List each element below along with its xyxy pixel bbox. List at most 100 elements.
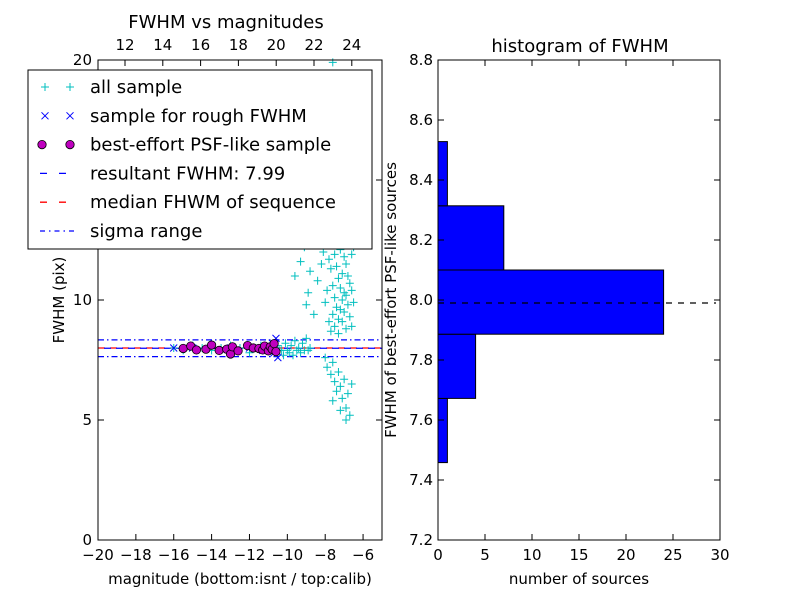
all-sample-point xyxy=(326,370,335,379)
psf-like-point xyxy=(207,340,217,350)
all-sample-point xyxy=(328,310,337,319)
all-sample-point xyxy=(342,404,351,412)
scatter-x-tick-label: −8 xyxy=(314,546,336,564)
all-sample-point xyxy=(342,291,351,300)
scatter-top-tick-label: 24 xyxy=(342,36,361,54)
all-sample-point xyxy=(338,317,347,326)
histogram-y-tick-label: 7.2 xyxy=(409,531,433,549)
scatter-y-tick-label: 10 xyxy=(73,291,92,309)
psf-like-point xyxy=(214,345,224,355)
histogram-ticks: 0 5 10 15 20 25 30 7.2 7.4 7.6 7.8 8.0 8.2 8.4 8.6 8.8 xyxy=(409,51,729,564)
all-sample-point xyxy=(343,389,352,398)
histogram-panel: 0 5 10 15 20 25 307.27.47.67.88.08.28.48.68.8 … xyxy=(382,36,730,588)
all-sample-point xyxy=(298,339,307,348)
all-sample-point xyxy=(304,288,313,297)
legend-label: sample for rough FWHM xyxy=(90,106,307,127)
scatter-top-tick-label: 20 xyxy=(267,36,286,54)
all-sample-point xyxy=(326,264,335,273)
all-sample-point xyxy=(349,298,358,307)
histogram-x-tick-label: 25 xyxy=(663,546,682,564)
histogram-x-label: number of sources xyxy=(509,570,649,588)
all-sample-point xyxy=(336,406,345,415)
histogram-y-tick-label: 7.6 xyxy=(409,411,433,429)
histogram-x-tick-label: 0 xyxy=(433,546,443,564)
all-sample-point xyxy=(340,252,349,261)
legend-label: median FHWM of sequence xyxy=(90,192,336,213)
all-sample-point xyxy=(321,298,330,307)
scatter-x-tick-label: −20 xyxy=(82,546,114,564)
histogram-x-tick-label: 15 xyxy=(569,546,588,564)
scatter-x-tick-label: −10 xyxy=(272,546,304,564)
scatter-panel: −20−18−16−14−12−10−8−6051015201214161820… xyxy=(27,12,383,588)
psf-like-point xyxy=(178,343,188,354)
scatter-top-tick-label: 22 xyxy=(304,36,323,54)
scatter-y-tick-label: 0 xyxy=(82,531,92,549)
histogram-x-tick-label: 5 xyxy=(480,546,490,564)
histogram-bar xyxy=(437,269,665,335)
all-sample-point xyxy=(334,329,343,338)
scatter-x-tick-label: −14 xyxy=(196,546,228,564)
all-sample-point xyxy=(345,411,354,420)
all-sample-point xyxy=(306,267,315,276)
all-sample-point xyxy=(347,250,356,259)
histogram-y-tick-label: 8.2 xyxy=(409,231,433,249)
all-sample-point xyxy=(66,83,74,91)
all-sample-point xyxy=(342,324,351,333)
scatter-top-tick-label: 18 xyxy=(229,36,248,54)
scatter-x-label: magnitude (bottom:isnt / top:calib) xyxy=(108,570,372,588)
all-sample-point xyxy=(334,368,343,376)
histogram-x-tick-label: 20 xyxy=(616,546,635,564)
all-sample-point xyxy=(330,250,339,259)
legend-item: resultant FWHM: 7.99 xyxy=(40,163,285,184)
all-sample-point xyxy=(347,286,356,295)
psf-like-point xyxy=(191,345,202,355)
all-sample-point xyxy=(343,272,352,280)
psf-like-point xyxy=(269,339,279,349)
all-sample-point xyxy=(294,344,303,352)
scatter-top-tick-label: 16 xyxy=(191,36,210,54)
histogram-bars xyxy=(437,141,665,464)
histogram-y-tick-label: 8.6 xyxy=(409,111,433,129)
scatter-y-tick-label: 20 xyxy=(73,51,92,69)
histogram-y-tick-label: 7.4 xyxy=(409,471,433,489)
all-sample-point xyxy=(336,382,345,391)
legend-label: best-effort PSF-like sample xyxy=(90,135,331,156)
psf-like-point xyxy=(65,140,75,150)
histogram-y-tick-label: 7.8 xyxy=(409,351,433,369)
legend-label: resultant FWHM: 7.99 xyxy=(90,163,285,184)
all-sample-point xyxy=(323,363,332,372)
all-sample-point xyxy=(313,276,322,285)
all-sample-point xyxy=(328,358,337,367)
all-sample-point xyxy=(290,336,299,345)
all-sample-point xyxy=(342,260,351,268)
scatter-y-label: FWHM (pix) xyxy=(50,257,68,344)
all-sample-point xyxy=(328,396,337,405)
scatter-x-tick-label: −18 xyxy=(120,546,152,564)
all-sample-point xyxy=(347,322,356,331)
all-sample-point xyxy=(296,257,305,266)
histogram-y-tick-label: 8.8 xyxy=(409,51,433,69)
all-sample-point xyxy=(281,339,290,348)
all-sample-point xyxy=(328,281,337,290)
legend-label: sigma range xyxy=(90,221,202,242)
scatter-x-tick-label: −6 xyxy=(352,546,374,564)
all-sample-point xyxy=(302,300,311,309)
all-sample-point xyxy=(338,394,347,403)
all-sample-point xyxy=(332,387,341,396)
all-sample-point xyxy=(340,308,349,316)
histogram-y-tick-label: 8.0 xyxy=(409,291,433,309)
all-sample-point xyxy=(302,334,311,343)
histogram-y-label: FWHM of best-effort PSF-like sources xyxy=(382,162,400,438)
all-sample-point xyxy=(338,269,347,278)
scatter-x-tick-label: −16 xyxy=(158,546,190,564)
rough-fwhm-point xyxy=(41,111,49,120)
scatter-x-tick-label: −12 xyxy=(234,546,266,564)
histogram-title: histogram of FWHM xyxy=(491,36,668,57)
all-sample-point xyxy=(289,351,298,360)
all-sample-point xyxy=(323,286,332,295)
rough-fwhm-point xyxy=(66,111,74,120)
histogram-x-tick-label: 10 xyxy=(522,546,541,564)
scatter-title: FWHM vs magnitudes xyxy=(128,12,323,33)
histogram-x-tick-label: 30 xyxy=(710,546,729,564)
